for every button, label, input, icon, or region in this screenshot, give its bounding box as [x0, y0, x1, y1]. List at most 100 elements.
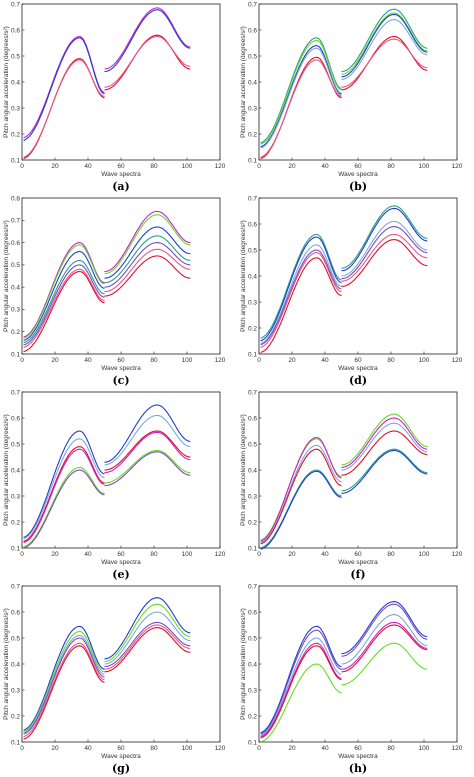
- y-tick-label: 0.3: [248, 105, 257, 112]
- series-line-6-b: [341, 239, 428, 287]
- panel-label: (e): [112, 568, 129, 581]
- series-line-4-b: [104, 621, 191, 668]
- series-line-3-b: [341, 13, 428, 78]
- series-line-6-a: [23, 645, 105, 740]
- y-tick-label: 0.6: [248, 221, 257, 228]
- x-tick-label: 80: [387, 745, 395, 752]
- y-tick-label: 0.6: [248, 415, 257, 422]
- series-line-7-a: [23, 270, 105, 353]
- chart-panel-6: 0 20 40 60 80 100 120 0.1 0.2 0.3 0.4 0.5 0.6 0.7 Wave…: [237, 388, 474, 582]
- chart-svg: 0 20 40 60 80 100 120 0.1 0.2 0.3 0.4 0.5 0.6 0.7 Wave…: [3, 389, 226, 581]
- series-line-3-b: [104, 611, 191, 665]
- panel-label: (f): [350, 568, 365, 581]
- x-tick-label: 120: [452, 551, 463, 558]
- y-tick-label: 0.3: [248, 299, 257, 306]
- series-line-5-a: [260, 645, 342, 739]
- series-line-2-b: [104, 603, 191, 662]
- series-line-5-b: [104, 449, 191, 484]
- y-tick-label: 0.5: [11, 262, 20, 269]
- series-line-2-a: [23, 438, 105, 540]
- x-tick-label: 120: [215, 745, 226, 752]
- series-line-3-a: [260, 444, 342, 544]
- panel-label: (c): [112, 374, 129, 387]
- y-tick-label: 0.7: [11, 218, 20, 225]
- x-tick-label: 40: [84, 745, 92, 752]
- x-tick-label: 60: [354, 551, 362, 558]
- series-line-1-b: [104, 7, 191, 70]
- x-tick-label: 120: [215, 357, 226, 364]
- x-tick-label: 20: [51, 745, 59, 752]
- x-tick-label: 120: [215, 163, 226, 170]
- series-line-6-b: [104, 248, 191, 293]
- series-line-4-b: [341, 430, 428, 476]
- series-line-3-a: [260, 45, 342, 148]
- panel-label: (h): [349, 762, 367, 775]
- series-line-3-a: [23, 446, 105, 542]
- series-line-5-b: [341, 448, 428, 492]
- y-tick-label: 0.5: [248, 53, 257, 60]
- plot-frame: [21, 197, 221, 355]
- x-tick-label: 80: [150, 163, 158, 170]
- series-line-4-b: [104, 235, 191, 284]
- series-line-5-b: [104, 242, 191, 288]
- y-tick-label: 0.3: [11, 493, 20, 500]
- x-tick-label: 80: [150, 551, 158, 558]
- series-line-4-b: [341, 226, 428, 280]
- y-tick-label: 0.4: [11, 284, 20, 291]
- series-line-6-a: [260, 470, 342, 550]
- y-tick-label: 0.3: [11, 307, 20, 314]
- y-tick-label: 0.6: [248, 609, 257, 616]
- x-tick-label: 80: [387, 357, 395, 364]
- series-line-6-b: [341, 38, 428, 88]
- chart-panel-3: 0 20 40 60 80 100 120 0.1 0.2 0.3 0.4 0.5 0.6 0.7 0.8 W…: [0, 194, 237, 388]
- y-tick-label: 0.2: [248, 131, 257, 138]
- x-tick-label: 20: [51, 163, 59, 170]
- y-tick-label: 0.3: [11, 687, 20, 694]
- series-line-1-b: [341, 8, 428, 73]
- series-line-2-b: [104, 9, 191, 73]
- series-line-2-b: [104, 414, 191, 466]
- series-line-3-a: [23, 250, 105, 341]
- y-tick-label: 0.6: [248, 27, 257, 34]
- y-axis-label: Pitch angular acceleration (degrees/s²): [3, 608, 10, 720]
- y-tick-label: 0.4: [11, 661, 20, 668]
- x-tick-label: 0: [20, 357, 24, 364]
- plot-frame: [21, 391, 221, 549]
- x-tick-label: 120: [452, 357, 463, 364]
- y-tick-label: 0.6: [11, 27, 20, 34]
- plot-frame: [258, 585, 458, 743]
- x-tick-label: 40: [84, 551, 92, 558]
- y-tick-label: 0.5: [11, 53, 20, 60]
- x-tick-label: 20: [288, 357, 296, 364]
- x-tick-label: 40: [321, 357, 329, 364]
- y-tick-label: 0.6: [11, 240, 20, 247]
- series-line-1-b: [104, 210, 191, 273]
- series-line-3-b: [341, 220, 428, 277]
- y-tick-label: 0.1: [11, 157, 20, 164]
- x-tick-label: 100: [419, 357, 430, 364]
- y-tick-label: 0.2: [11, 329, 20, 336]
- plot-frame: [21, 3, 221, 161]
- y-tick-label: 0.7: [248, 583, 257, 590]
- series-line-5-a: [23, 466, 105, 548]
- series-line-2-a: [23, 630, 105, 732]
- y-tick-label: 0.4: [248, 79, 257, 86]
- plot-frame: [258, 3, 458, 161]
- series-line-2-a: [260, 629, 342, 735]
- chart-panel-7: 0 20 40 60 80 100 120 0.1 0.2 0.3 0.4 0.5 0.6 0.7 Wave…: [0, 582, 237, 776]
- x-tick-label: 100: [182, 357, 193, 364]
- y-tick-label: 0.6: [11, 415, 20, 422]
- x-tick-label: 80: [150, 745, 158, 752]
- x-tick-label: 40: [321, 745, 329, 752]
- panel-label: (g): [112, 762, 130, 775]
- x-tick-label: 60: [354, 745, 362, 752]
- series-line-2-b: [341, 12, 428, 75]
- series-line-3-b: [341, 614, 428, 665]
- series-line-6-b: [341, 449, 428, 494]
- x-axis-label: Wave spectra: [101, 753, 141, 760]
- x-tick-label: 80: [387, 163, 395, 170]
- y-tick-label: 0.5: [11, 635, 20, 642]
- series-line-2-a: [260, 236, 342, 342]
- series-line-6-a: [23, 469, 105, 549]
